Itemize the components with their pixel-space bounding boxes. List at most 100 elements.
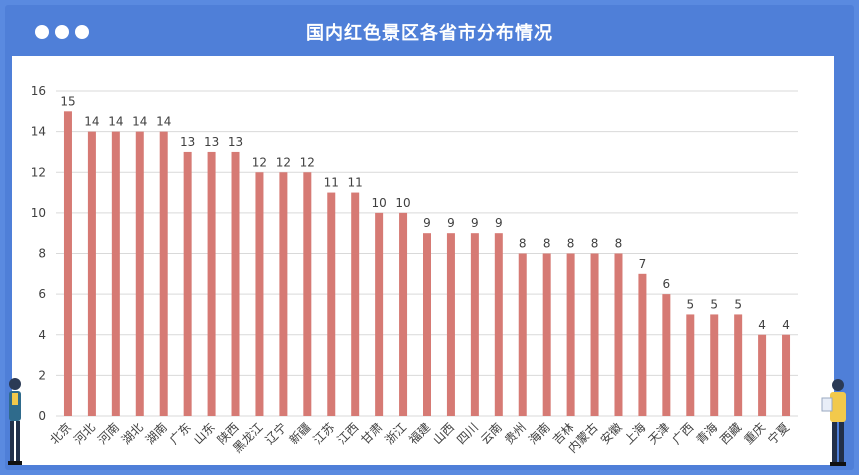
data-label: 8	[567, 237, 575, 251]
data-label: 13	[228, 135, 243, 149]
data-label: 4	[782, 318, 790, 332]
window-dot-2[interactable]	[55, 25, 69, 39]
bar	[566, 253, 575, 416]
x-tick-label: 江苏	[310, 420, 337, 447]
data-label: 8	[519, 237, 527, 251]
bar	[207, 151, 216, 416]
data-label: 9	[495, 216, 503, 230]
y-tick-label: 4	[38, 328, 46, 342]
title-bar: 国内红色景区各省市分布情况	[5, 5, 854, 61]
data-label: 14	[84, 115, 99, 129]
data-label: 13	[204, 135, 219, 149]
x-tick-label: 上海	[621, 420, 649, 448]
data-label: 11	[348, 176, 363, 190]
page-title: 国内红色景区各省市分布情况	[306, 23, 553, 44]
bar	[111, 131, 120, 416]
data-label: 5	[686, 297, 694, 311]
bar	[351, 192, 360, 416]
x-tick-label: 湖北	[118, 420, 146, 448]
data-label: 5	[734, 297, 742, 311]
data-label: 8	[543, 237, 551, 251]
bar	[375, 212, 384, 416]
x-tick-label: 河北	[71, 420, 98, 447]
bar	[255, 172, 264, 416]
x-tick-label: 福建	[406, 420, 434, 448]
bar	[279, 172, 288, 416]
bar	[446, 233, 455, 416]
bar	[135, 131, 144, 416]
data-label: 12	[300, 155, 315, 169]
data-label: 6	[663, 277, 671, 291]
x-tick-label: 广东	[167, 420, 194, 447]
x-tick-label: 海南	[525, 420, 553, 448]
window-dot-3[interactable]	[75, 25, 89, 39]
bar	[662, 294, 671, 416]
x-tick-label: 甘肃	[358, 420, 385, 447]
x-tick-label: 青海	[693, 420, 721, 448]
x-tick-label: 云南	[477, 420, 505, 448]
data-label: 10	[371, 196, 386, 210]
bar	[494, 233, 503, 416]
bar	[303, 172, 312, 416]
data-label: 9	[423, 216, 431, 230]
x-tick-label: 河南	[94, 420, 122, 448]
person-left-illustration	[8, 378, 22, 465]
data-label: 12	[252, 155, 267, 169]
data-label: 8	[591, 237, 599, 251]
window-dot-1[interactable]	[35, 25, 49, 39]
y-tick-label: 6	[38, 287, 46, 301]
x-tick-label: 山西	[430, 420, 457, 447]
data-label: 14	[132, 115, 147, 129]
bar	[758, 334, 767, 416]
bar	[710, 314, 719, 416]
data-label: 11	[324, 176, 339, 190]
bar	[638, 273, 647, 416]
x-tick-label: 北京	[47, 420, 74, 447]
y-tick-label: 12	[31, 165, 46, 179]
data-label: 4	[758, 318, 766, 332]
data-label: 9	[471, 216, 479, 230]
bar	[423, 233, 431, 416]
bar	[614, 253, 623, 416]
bar	[159, 131, 168, 416]
bar	[782, 334, 791, 416]
bar	[399, 212, 408, 416]
x-tick-label: 湖南	[142, 420, 170, 448]
x-tick-label: 天津	[646, 420, 673, 447]
data-label: 14	[108, 115, 123, 129]
x-tick-label: 西藏	[717, 420, 744, 447]
x-tick-label: 浙江	[382, 420, 409, 447]
bar	[686, 314, 695, 416]
data-label: 8	[615, 237, 623, 251]
y-tick-label: 16	[31, 84, 46, 98]
window-controls	[35, 25, 89, 39]
bar	[327, 192, 336, 416]
bar	[542, 253, 551, 416]
y-tick-label: 14	[31, 125, 46, 139]
bar	[734, 314, 743, 416]
x-tick-label: 重庆	[741, 420, 768, 447]
data-label: 15	[60, 94, 75, 108]
y-tick-label: 8	[38, 247, 46, 261]
chart-panel: 0 2 4 6 8 10 12 14 16 15 北京 14 河北 14 河南 14 湖北 14 湖南 13 广东 13 山…	[12, 56, 834, 465]
data-label: 7	[639, 257, 647, 271]
x-tick-label: 江西	[334, 420, 361, 447]
y-tick-label: 2	[38, 368, 46, 382]
data-label: 13	[180, 135, 195, 149]
data-label: 14	[156, 115, 171, 129]
y-tick-label: 10	[31, 206, 46, 220]
x-tick-label: 安徽	[597, 420, 625, 448]
y-tick-label: 0	[38, 409, 46, 423]
data-label: 12	[276, 155, 291, 169]
x-tick-label: 贵州	[502, 420, 529, 447]
bar	[183, 151, 192, 416]
bar	[470, 233, 479, 416]
data-label: 5	[710, 297, 718, 311]
bar	[231, 151, 240, 416]
x-tick-label: 广西	[670, 420, 697, 447]
bar	[518, 253, 527, 416]
person-right-illustration	[821, 379, 846, 466]
x-tick-label: 宁夏	[765, 420, 793, 448]
bar	[87, 131, 96, 416]
x-tick-label: 辽宁	[262, 420, 290, 448]
